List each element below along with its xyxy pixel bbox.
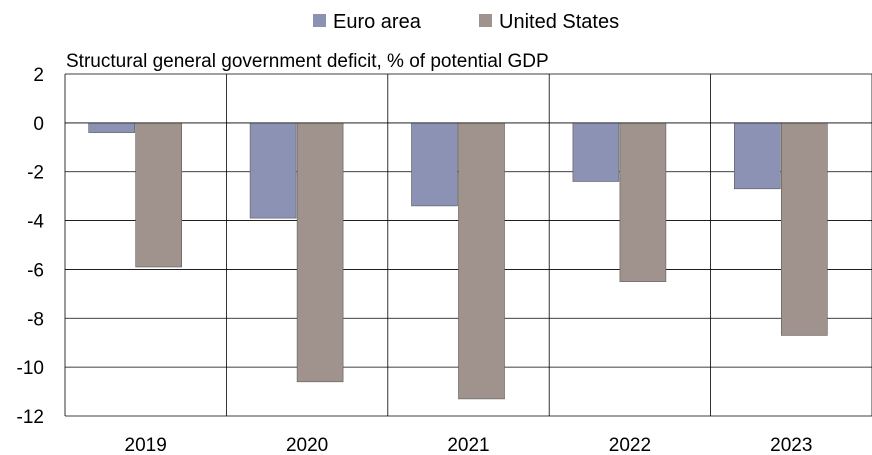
legend: Euro area United States [313, 11, 619, 33]
x-tick-label: 2023 [770, 435, 812, 455]
chart-title: Structural general government deficit, %… [66, 51, 549, 72]
bar-euro-area-2021 [411, 122, 458, 207]
x-tick-label: 2021 [447, 435, 489, 455]
bar-euro-area-2019 [88, 122, 135, 133]
y-tick-label: -4 [27, 212, 44, 233]
y-tick-label: -12 [17, 407, 44, 428]
legend-label-euro-area: Euro area [333, 11, 422, 33]
plot-area: 2 0 -2 -4 -6 -8 -10 -12 2019 2020 2021 2022 2023 [17, 65, 872, 455]
bar-united-states-2023 [780, 122, 828, 336]
bar-united-states-2019 [135, 122, 182, 268]
bar-united-states-2020 [296, 122, 344, 383]
y-tick-label: -6 [27, 260, 44, 281]
x-tick-label: 2022 [609, 435, 651, 455]
bar-euro-area-2020 [249, 122, 297, 219]
y-tick-label: -2 [27, 163, 44, 184]
legend-swatch-united-states [479, 14, 492, 27]
x-tick-label: 2020 [286, 435, 328, 455]
bar-united-states-2021 [458, 122, 505, 400]
bar-euro-area-2023 [733, 122, 781, 190]
y-tick-label: 2 [33, 65, 44, 86]
legend-swatch-euro-area [313, 14, 326, 27]
legend-label-united-states: United States [499, 11, 619, 33]
y-tick-label: 0 [33, 114, 44, 135]
y-tick-label: -8 [27, 309, 44, 330]
bar-united-states-2022 [619, 122, 667, 282]
bar-euro-area-2022 [572, 122, 620, 182]
x-tick-label: 2019 [125, 435, 167, 455]
y-tick-label: -10 [17, 358, 44, 379]
